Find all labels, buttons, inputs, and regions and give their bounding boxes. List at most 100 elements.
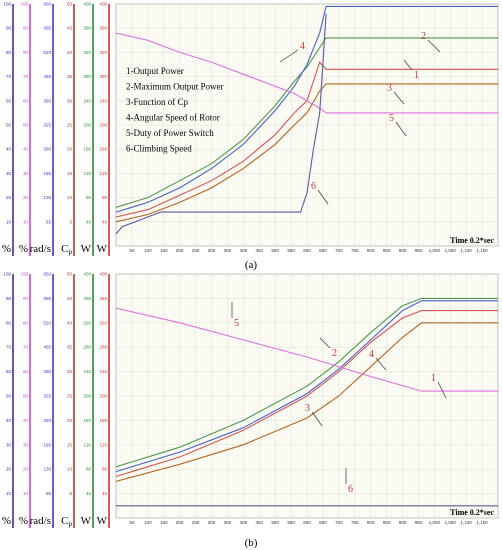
y-tick-label: 520 xyxy=(43,320,51,325)
y-tick-label: 70 xyxy=(23,74,29,79)
x-tick-label: 100 xyxy=(144,248,152,253)
y-tick-label: 360 xyxy=(99,26,107,31)
y-tick-label: 40 xyxy=(102,491,108,496)
y-tick-label: 65 xyxy=(46,219,52,224)
series-line xyxy=(115,61,498,218)
x-tick-label: 500 xyxy=(271,520,279,525)
y-tick-label: 585 xyxy=(43,296,51,301)
x-tick-label: 800 xyxy=(367,520,375,525)
x-tick-label: 950 xyxy=(415,520,423,525)
y-tick-label: 70 xyxy=(6,74,12,79)
x-tick-label: 1,100 xyxy=(461,248,473,253)
y-axis-unit: rad/s xyxy=(30,243,51,255)
x-tick-label: 250 xyxy=(192,520,200,525)
series-line xyxy=(115,5,498,213)
y-tick-label: 35 xyxy=(67,74,73,79)
x-tick-label: 400 xyxy=(240,520,248,525)
y-tick-label: 40 xyxy=(23,418,29,423)
time-label: Time 0.2*sec xyxy=(450,236,494,245)
callout-label: 5 xyxy=(389,113,394,124)
y-axis-unit: Cp xyxy=(61,515,72,528)
y-tick-label: 320 xyxy=(99,320,107,325)
y-tick-label: 280 xyxy=(83,345,91,350)
y-tick-label: 90 xyxy=(23,26,29,31)
y-tick-label: 70 xyxy=(23,345,29,350)
x-tick-label: 600 xyxy=(303,248,311,253)
callout-leader xyxy=(427,39,441,53)
y-tick-label: 80 xyxy=(102,195,108,200)
y-tick-label: 50 xyxy=(6,123,12,128)
y-tick-label: 45 xyxy=(67,26,73,31)
x-tick-label: 150 xyxy=(160,520,168,525)
y-tick-label: 40 xyxy=(6,147,12,152)
callout-leader xyxy=(395,121,407,137)
y-tick-label: 360 xyxy=(99,296,107,301)
y-axis-unit: W xyxy=(81,243,92,255)
x-tick-label: 700 xyxy=(335,520,343,525)
legend-entry: 1-Output Power xyxy=(126,66,184,76)
x-tick-label: 350 xyxy=(224,248,232,253)
y-axis-unit: % xyxy=(2,515,11,527)
y-tick-label: 325 xyxy=(43,394,51,399)
y-tick-label: 200 xyxy=(99,123,107,128)
y-axis-unit: % xyxy=(2,243,11,255)
y-tick-label: 100 xyxy=(20,272,28,277)
x-tick-label: 450 xyxy=(255,520,263,525)
y-tick-label: 20 xyxy=(6,467,12,472)
y-tick-label: 320 xyxy=(83,50,91,55)
y-tick-label: 80 xyxy=(23,50,29,55)
y-tick-label: 40 xyxy=(67,320,73,325)
y-tick-label: 650 xyxy=(43,272,51,277)
callout-leader xyxy=(437,381,447,399)
y-tick-label: 400 xyxy=(99,272,107,277)
y-tick-label: 10 xyxy=(6,491,12,496)
y-tick-label: 90 xyxy=(6,26,12,31)
chart-panel-a: 50 100 150 200 250 300 350 400 450 500 550 600 650 70… xyxy=(2,2,499,271)
y-tick-label: 20 xyxy=(67,418,73,423)
x-tick-label: 300 xyxy=(208,248,216,253)
x-tick-label: 200 xyxy=(176,520,184,525)
x-tick-label: 700 xyxy=(335,248,343,253)
y-tick-label: 10 xyxy=(23,491,29,496)
y-tick-label: 30 xyxy=(67,98,73,103)
y-tick-label: 260 xyxy=(43,418,51,423)
y-tick-label: 30 xyxy=(6,171,12,176)
y-tick-label: 25 xyxy=(67,394,73,399)
y-tick-label: 260 xyxy=(43,147,51,152)
x-tick-label: 800 xyxy=(367,248,375,253)
callout-label: 2 xyxy=(332,348,337,359)
callout-label: 1 xyxy=(414,70,419,81)
y-tick-label: 80 xyxy=(86,195,92,200)
y-tick-label: 60 xyxy=(6,98,12,103)
y-tick-label: 240 xyxy=(83,98,91,103)
y-tick-label: 40 xyxy=(102,219,108,224)
legend-entry: 2-Maximum Output Power xyxy=(126,82,224,92)
y-tick-label: 50 xyxy=(67,2,73,7)
x-tick-label: 550 xyxy=(287,248,295,253)
y-tick-label: 5 xyxy=(69,491,72,496)
y-tick-label: 520 xyxy=(43,50,51,55)
y-tick-label: 200 xyxy=(83,394,91,399)
callout-leader xyxy=(317,189,329,205)
legend-entry: 5-Duty of Power Switch xyxy=(126,128,214,138)
series-line xyxy=(115,32,498,114)
y-tick-label: 10 xyxy=(67,195,73,200)
y-tick-label: 240 xyxy=(83,369,91,374)
x-tick-label: 200 xyxy=(176,248,184,253)
y-tick-label: 320 xyxy=(83,320,91,325)
y-tick-label: 10 xyxy=(6,219,12,224)
x-tick-label: 500 xyxy=(271,248,279,253)
y-tick-label: 120 xyxy=(99,442,107,447)
y-tick-label: 120 xyxy=(99,171,107,176)
series-line xyxy=(115,297,498,468)
y-tick-label: 120 xyxy=(83,171,91,176)
callout-leader xyxy=(319,337,331,349)
callout-leader xyxy=(279,49,299,63)
y-tick-label: 20 xyxy=(23,195,29,200)
y-tick-label: 455 xyxy=(43,74,51,79)
x-tick-label: 950 xyxy=(415,248,423,253)
y-tick-label: 400 xyxy=(83,2,91,7)
y-tick-label: 240 xyxy=(99,98,107,103)
callout-leader xyxy=(375,357,387,371)
